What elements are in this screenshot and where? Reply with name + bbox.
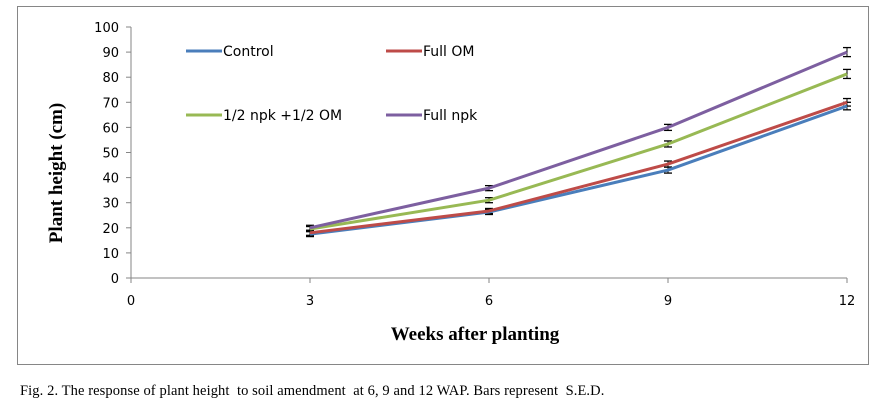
y-tick-label: 10 — [102, 247, 119, 262]
line-chart: 0 10 20 30 40 50 60 70 80 90 100 0 3 6 9 12 Control Full… — [46, 21, 855, 345]
legend-label: Full OM — [423, 44, 475, 60]
x-tick-label: 9 — [664, 294, 672, 309]
figure-caption: Fig. 2. The response of plant height to … — [20, 383, 605, 399]
series-line-3 — [309, 50, 848, 230]
y-tick-label: 90 — [102, 46, 119, 61]
y-tick-label: 0 — [111, 272, 119, 287]
y-tick-label: 20 — [102, 222, 119, 237]
y-tick-label: 50 — [102, 147, 119, 162]
y-tick-label: 30 — [102, 197, 119, 212]
x-axis-label: Weeks after planting — [391, 324, 560, 345]
error-bars — [306, 46, 851, 238]
legend: Control Full OM 1/2 npk +1/2 OM Full npk — [186, 44, 478, 124]
y-tick-label: 40 — [102, 172, 119, 187]
x-tick-label: 12 — [839, 294, 856, 309]
series-lines — [309, 50, 848, 236]
y-tick-label: 60 — [102, 121, 119, 136]
y-axis-label: Plant height (cm) — [46, 103, 67, 243]
y-tick-label: 80 — [102, 71, 119, 86]
legend-label: 1/2 npk +1/2 OM — [223, 108, 342, 124]
series-line-1 — [309, 100, 848, 235]
legend-label: Full npk — [423, 108, 478, 124]
chart-frame — [17, 6, 869, 365]
y-tick-label: 100 — [94, 21, 119, 36]
x-tick-label: 6 — [485, 294, 493, 309]
x-tick-label: 3 — [306, 294, 314, 309]
tick-labels: 0 10 20 30 40 50 60 70 80 90 100 0 3 6 9 12 — [94, 21, 855, 309]
axes — [126, 26, 848, 283]
legend-label: Control — [223, 44, 274, 60]
series-line-2 — [309, 72, 848, 231]
y-tick-label: 70 — [102, 96, 119, 111]
x-tick-label: 0 — [127, 294, 135, 309]
